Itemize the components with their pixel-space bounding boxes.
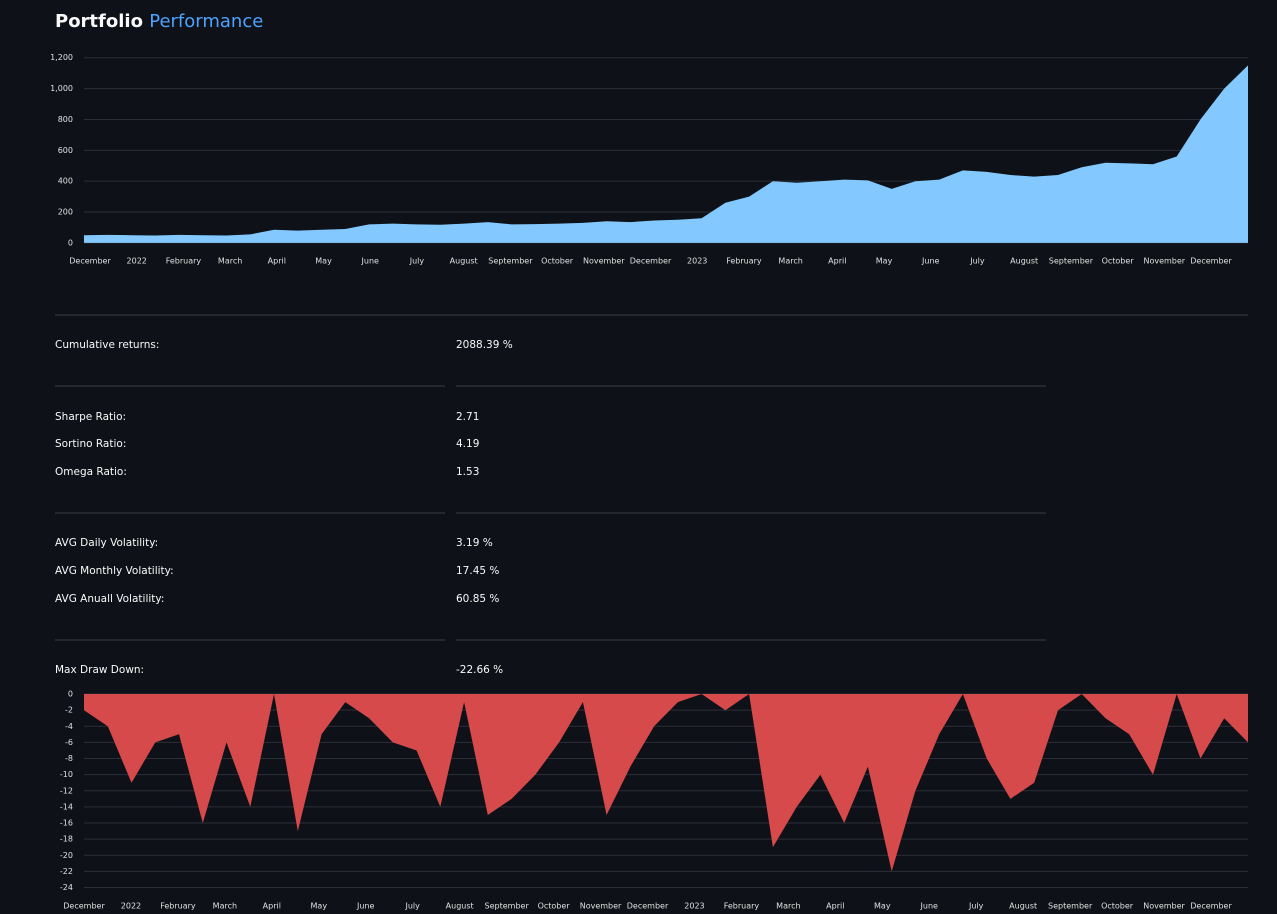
- y-tick-label: -2: [65, 706, 73, 715]
- y-tick-label: 600: [58, 146, 73, 155]
- x-tick-label: March: [213, 902, 237, 911]
- x-tick-label: December: [1190, 257, 1232, 266]
- y-tick-label: 200: [58, 208, 73, 217]
- y-tick-label: -22: [60, 867, 73, 876]
- metric-label: Sharpe Ratio:: [55, 411, 126, 423]
- y-tick-label: -16: [60, 819, 73, 828]
- y-tick-label: -20: [60, 851, 73, 860]
- x-tick-label: June: [361, 257, 380, 266]
- x-tick-label: October: [541, 257, 574, 266]
- x-tick-label: December: [63, 902, 105, 911]
- x-tick-label: September: [1048, 902, 1093, 911]
- y-tick-label: -4: [65, 722, 73, 731]
- title-accent: Performance: [149, 11, 263, 32]
- x-tick-label: November: [1143, 257, 1185, 266]
- metric-value: 1.53: [456, 466, 479, 478]
- x-tick-label: April: [263, 902, 281, 911]
- x-tick-label: October: [1101, 902, 1134, 911]
- y-tick-label: 0: [68, 238, 73, 247]
- title-main: Portfolio: [55, 11, 143, 32]
- y-tick-label: 400: [58, 177, 73, 186]
- metric-value: 2.71: [456, 411, 479, 423]
- y-tick-label: -6: [65, 738, 73, 747]
- x-tick-label: May: [315, 257, 332, 266]
- x-tick-label: June: [920, 902, 939, 911]
- x-tick-label: July: [969, 257, 985, 266]
- x-tick-label: 2022: [127, 257, 147, 266]
- y-tick-label: 0: [68, 690, 73, 699]
- x-tick-label: December: [1190, 902, 1232, 911]
- metric-value: 17.45 %: [456, 565, 499, 577]
- x-tick-label: November: [580, 902, 622, 911]
- x-tick-label: November: [583, 257, 625, 266]
- metric-value: 4.19: [456, 438, 479, 450]
- y-tick-label: 1,200: [50, 53, 73, 62]
- x-tick-label: August: [1010, 257, 1038, 266]
- x-tick-label: April: [828, 257, 846, 266]
- y-tick-label: -12: [60, 786, 73, 795]
- area: [84, 65, 1248, 243]
- x-tick-label: February: [166, 257, 202, 266]
- x-tick-label: December: [630, 257, 672, 266]
- x-tick-label: April: [826, 902, 844, 911]
- x-tick-label: September: [485, 902, 530, 911]
- metric-value: 60.85 %: [456, 593, 499, 605]
- x-tick-label: September: [488, 257, 533, 266]
- metric-label: Sortino Ratio:: [55, 438, 126, 450]
- metric-label: AVG Anuall Volatility:: [55, 593, 164, 605]
- y-tick-label: 1,000: [50, 84, 73, 93]
- page-title: Portfolio Performance: [55, 11, 263, 32]
- x-tick-label: 2023: [684, 902, 704, 911]
- y-tick-label: -14: [60, 802, 73, 811]
- x-tick-label: February: [724, 902, 760, 911]
- metric-value: -22.66 %: [456, 664, 503, 676]
- x-tick-label: February: [160, 902, 196, 911]
- metric-value: 2088.39 %: [456, 339, 513, 351]
- x-tick-label: July: [405, 902, 421, 911]
- x-tick-label: June: [356, 902, 375, 911]
- x-tick-label: December: [69, 257, 111, 266]
- metric-label: AVG Daily Volatility:: [55, 537, 158, 549]
- x-tick-label: November: [1143, 902, 1185, 911]
- x-tick-label: March: [776, 902, 800, 911]
- x-tick-label: May: [311, 902, 328, 911]
- x-tick-label: August: [1009, 902, 1037, 911]
- y-tick-label: -10: [60, 770, 73, 779]
- y-tick-label: 800: [58, 115, 73, 124]
- y-tick-label: -24: [60, 883, 73, 892]
- y-tick-label: -8: [65, 754, 73, 763]
- x-tick-label: May: [874, 902, 891, 911]
- x-tick-label: February: [726, 257, 762, 266]
- x-tick-label: 2022: [121, 902, 141, 911]
- x-tick-label: June: [921, 257, 940, 266]
- x-tick-label: September: [1049, 257, 1094, 266]
- y-tick-label: -18: [60, 835, 73, 844]
- x-tick-label: August: [450, 257, 478, 266]
- x-tick-label: March: [218, 257, 242, 266]
- x-tick-label: 2023: [687, 257, 707, 266]
- x-tick-label: August: [446, 902, 474, 911]
- metric-label: Max Draw Down:: [55, 664, 144, 676]
- x-tick-label: July: [409, 257, 425, 266]
- x-tick-label: March: [778, 257, 802, 266]
- metric-label: Cumulative returns:: [55, 339, 159, 351]
- metric-value: 3.19 %: [456, 537, 493, 549]
- x-tick-label: December: [627, 902, 669, 911]
- area: [84, 694, 1248, 872]
- metric-label: AVG Monthly Volatility:: [55, 565, 174, 577]
- x-tick-label: April: [268, 257, 286, 266]
- x-tick-label: May: [876, 257, 893, 266]
- x-tick-label: October: [538, 902, 571, 911]
- x-tick-label: July: [968, 902, 984, 911]
- metric-label: Omega Ratio:: [55, 466, 127, 478]
- x-tick-label: October: [1102, 257, 1135, 266]
